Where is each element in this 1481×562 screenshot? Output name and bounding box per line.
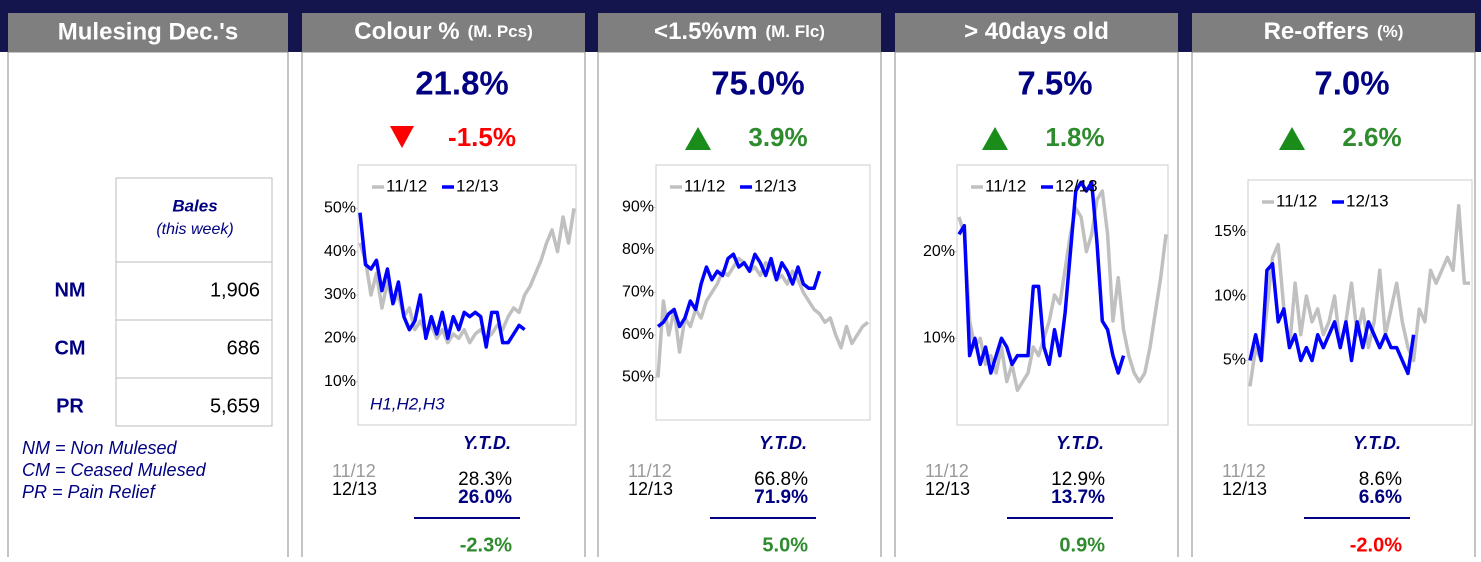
ytd-value: 28.3% — [458, 469, 512, 490]
note: NM = Non Mulesed — [22, 438, 178, 458]
panel-header — [302, 13, 585, 52]
ytd-year: 11/12 — [332, 461, 376, 481]
row-value: 1,906 — [210, 279, 260, 301]
y-tick-label: 30% — [324, 286, 356, 303]
ytd-year: 12/13 — [925, 479, 970, 499]
note: PR = Pain Relief — [22, 482, 157, 502]
legend-label: 12/13 — [754, 176, 797, 195]
panel-title: Mulesing Dec.'s — [58, 18, 238, 45]
ytd-year: 12/13 — [1222, 479, 1267, 499]
ytd-diff: 0.9% — [1059, 534, 1105, 556]
y-tick-label: 80% — [622, 241, 654, 258]
panel-title: <1.5%vm (M. Flc) — [654, 18, 825, 45]
line-series — [358, 212, 526, 349]
title-unit: (%) — [1377, 22, 1403, 41]
headline: 75.0% — [711, 65, 805, 102]
trend-arrow — [390, 126, 414, 148]
ytd-year: 12/13 — [628, 479, 673, 499]
legend-label: 11/12 — [1276, 191, 1317, 210]
row-value: 5,659 — [210, 395, 260, 417]
ytd-year: 11/12 — [1222, 461, 1266, 481]
y-tick-label: 40% — [324, 243, 356, 260]
line-series — [957, 180, 1126, 375]
legend-label: 12/13 — [456, 176, 499, 195]
title-text: Colour % — [354, 18, 459, 45]
row-label: CM — [54, 337, 85, 359]
change: 3.9% — [748, 122, 807, 152]
panel-title: Colour % (M. Pcs) — [354, 18, 533, 45]
panel-header — [8, 13, 288, 52]
legend-label: 11/12 — [985, 176, 1026, 195]
title-unit: (M. Flc) — [765, 22, 825, 41]
line-series — [656, 252, 822, 329]
trend-arrow — [1279, 127, 1305, 150]
trend-arrow — [685, 127, 711, 150]
y-tick-label: 5% — [1223, 352, 1246, 369]
legend-label: 12/13 — [1055, 176, 1098, 195]
legend-label: 11/12 — [386, 176, 427, 195]
line-series — [1248, 262, 1416, 376]
panel-header — [1192, 13, 1475, 52]
note: CM = Ceased Mulesed — [22, 460, 207, 480]
headline: 21.8% — [415, 65, 509, 102]
row-label: NM — [54, 279, 85, 301]
y-tick-label: 10% — [1214, 287, 1246, 304]
ytd-label: Y.T.D. — [759, 433, 807, 453]
y-tick-label: 10% — [923, 330, 955, 347]
y-tick-label: 10% — [324, 373, 356, 390]
ytd-diff: 5.0% — [762, 534, 808, 556]
change: 2.6% — [1342, 122, 1401, 152]
ytd-value: 26.0% — [458, 487, 512, 508]
panel-header — [895, 13, 1178, 52]
legend-label: 12/13 — [1346, 191, 1389, 210]
y-tick-label: 20% — [324, 330, 356, 347]
ytd-diff: -2.3% — [460, 534, 512, 556]
bales-table — [115, 177, 273, 427]
y-tick-label: 90% — [622, 199, 654, 216]
ytd-year: 12/13 — [332, 479, 377, 499]
y-tick-label: 15% — [1214, 223, 1246, 240]
headline: 7.5% — [1017, 65, 1092, 102]
ytd-label: Y.T.D. — [1056, 433, 1104, 453]
row-value: 686 — [227, 337, 260, 359]
ytd-value: 71.9% — [754, 487, 808, 508]
headline: 7.0% — [1314, 65, 1389, 102]
column-subheader: (this week) — [156, 221, 233, 238]
y-tick-label: 70% — [622, 284, 654, 301]
trend-arrow — [982, 127, 1008, 150]
ytd-label: Y.T.D. — [1353, 433, 1401, 453]
panel-header — [598, 13, 881, 52]
title-text: > 40days old — [964, 18, 1109, 45]
ytd-value: 6.6% — [1359, 487, 1402, 508]
ytd-value: 12.9% — [1051, 469, 1105, 490]
annotation: H1,H2,H3 — [370, 394, 445, 413]
ytd-value: 13.7% — [1051, 487, 1105, 508]
ytd-year: 11/12 — [925, 461, 969, 481]
row-label: PR — [56, 395, 84, 417]
title-unit: (M. Pcs) — [468, 22, 533, 41]
y-tick-label: 60% — [622, 326, 654, 343]
ytd-diff: -2.0% — [1350, 534, 1402, 556]
change: 1.8% — [1045, 122, 1104, 152]
ytd-value: 66.8% — [754, 469, 808, 490]
plot-area — [1247, 179, 1473, 426]
y-tick-label: 50% — [622, 369, 654, 386]
title-text: <1.5%vm — [654, 18, 757, 45]
panel-title: > 40days old — [964, 18, 1109, 45]
legend-label: 11/12 — [684, 176, 725, 195]
y-tick-label: 50% — [324, 200, 356, 217]
ytd-label: Y.T.D. — [463, 433, 511, 453]
plot-area — [655, 164, 871, 421]
column-header: Bales — [172, 196, 217, 215]
ytd-year: 11/12 — [628, 461, 672, 481]
y-tick-label: 20% — [923, 243, 955, 260]
title-text: Re-offers — [1264, 18, 1369, 45]
change: -1.5% — [448, 122, 516, 152]
ytd-value: 8.6% — [1359, 469, 1402, 490]
panel-title: Re-offers (%) — [1264, 18, 1404, 45]
